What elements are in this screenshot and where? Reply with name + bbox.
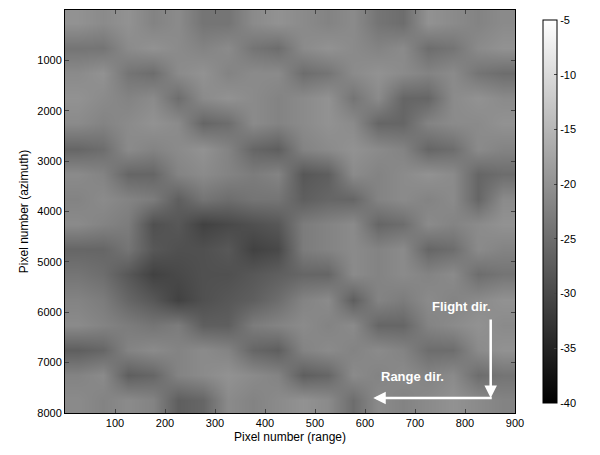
svg-text:100: 100 — [106, 417, 124, 429]
svg-text:-20: -20 — [560, 178, 576, 190]
svg-text:-10: -10 — [560, 69, 576, 81]
svg-text:8000: 8000 — [37, 407, 61, 419]
svg-text:-40: -40 — [560, 397, 576, 409]
svg-text:2000: 2000 — [37, 105, 61, 117]
svg-text:200: 200 — [156, 417, 174, 429]
svg-text:Range dir.: Range dir. — [381, 369, 444, 384]
svg-text:6000: 6000 — [37, 306, 61, 318]
svg-text:-35: -35 — [560, 342, 576, 354]
svg-text:7000: 7000 — [37, 356, 61, 368]
svg-text:-5: -5 — [560, 14, 570, 26]
svg-text:800: 800 — [456, 417, 474, 429]
svg-text:600: 600 — [356, 417, 374, 429]
svg-text:5000: 5000 — [37, 256, 61, 268]
svg-text:-15: -15 — [560, 123, 576, 135]
svg-text:500: 500 — [306, 417, 324, 429]
svg-text:Pixel number (range): Pixel number (range) — [234, 430, 346, 444]
svg-text:1000: 1000 — [37, 54, 61, 66]
svg-text:-30: -30 — [560, 287, 576, 299]
svg-text:Flight dir.: Flight dir. — [432, 299, 491, 314]
svg-text:3000: 3000 — [37, 155, 61, 167]
svg-text:400: 400 — [256, 417, 274, 429]
svg-text:300: 300 — [206, 417, 224, 429]
svg-text:900: 900 — [506, 417, 524, 429]
svg-text:4000: 4000 — [37, 205, 61, 217]
svg-text:Pixel number (azimuth): Pixel number (azimuth) — [17, 150, 31, 273]
svg-text:700: 700 — [406, 417, 424, 429]
svg-text:-25: -25 — [560, 233, 576, 245]
